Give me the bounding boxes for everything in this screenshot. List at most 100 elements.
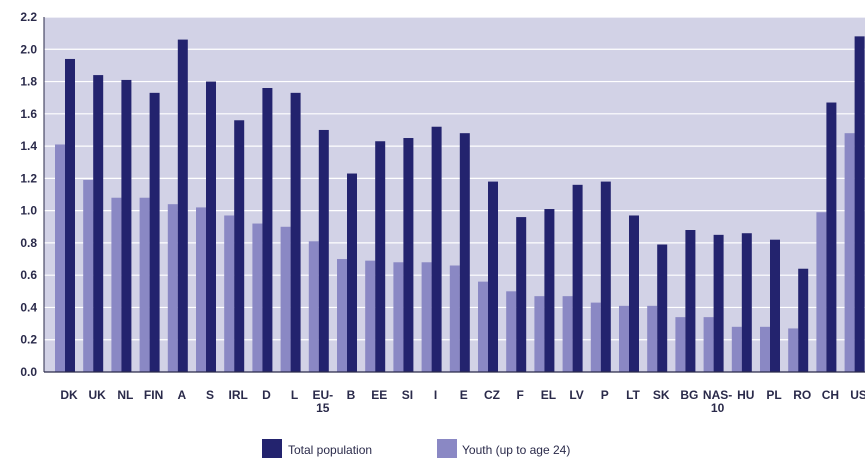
x-tick-label: L: [291, 388, 298, 402]
y-tick-label: 1.4: [20, 139, 37, 153]
bar-youth-cz: [478, 281, 488, 372]
x-tick-label: IRL: [229, 388, 248, 402]
bar-total-hu: [741, 233, 752, 372]
x-tick-label: CZ: [484, 388, 500, 402]
x-tick-label: 15: [316, 401, 330, 415]
x-tick-label: CH: [822, 388, 839, 402]
x-tick-label: F: [517, 388, 524, 402]
x-tick-label: EL: [541, 388, 556, 402]
bar-youth-nl: [111, 197, 122, 372]
bar-total-fin: [149, 92, 160, 372]
bar-total-e: [459, 133, 470, 372]
bar-youth-d: [252, 223, 263, 372]
legend-label-youth: Youth (up to age 24): [462, 443, 570, 457]
bar-total-b: [347, 173, 357, 372]
bar-total-eu-15: [318, 129, 329, 372]
bar-total-sk: [657, 244, 668, 372]
bar-total-i: [431, 126, 442, 373]
legend-swatch-youth: [437, 439, 457, 458]
bar-youth-s: [196, 207, 206, 372]
bar-youth-a: [167, 204, 178, 372]
bars: [55, 36, 865, 373]
legend: Total population Youth (up to age 24): [262, 439, 570, 458]
x-tick-label: SI: [402, 388, 413, 402]
y-tick-label: 0.8: [20, 236, 37, 250]
bar-youth-nas-10: [703, 317, 714, 372]
bar-youth-irl: [224, 215, 235, 372]
y-axis: 0.0 0.2 0.4 0.6 0.8 1.0 1.2 1.4 1.6 1.8 2.0 2.2: [20, 10, 865, 379]
bar-total-d: [262, 88, 273, 372]
legend-label-total: Total population: [288, 443, 372, 457]
bar-total-s: [206, 81, 216, 372]
bar-youth-e: [449, 265, 460, 372]
bar-total-dk: [65, 58, 75, 373]
bar-youth-ch: [816, 212, 827, 372]
x-tick-label: PL: [766, 388, 781, 402]
y-tick-label: 2.2: [20, 10, 37, 24]
bar-youth-lt: [619, 305, 629, 372]
x-tick-label: P: [601, 388, 609, 402]
bar-total-cz: [488, 181, 498, 372]
bar-youth-ro: [788, 328, 799, 372]
bar-total-ch: [826, 102, 837, 372]
x-tick-label: FIN: [144, 388, 163, 402]
bar-total-l: [290, 92, 301, 372]
bar-total-a: [177, 39, 188, 372]
bar-youth-eu-15: [308, 241, 319, 372]
x-tick-label: D: [262, 388, 271, 402]
x-tick-label: 10: [711, 401, 725, 415]
x-tick-label: NL: [117, 388, 133, 402]
bar-youth-bg: [675, 317, 686, 372]
x-tick-label: DK: [60, 388, 78, 402]
bar-total-ee: [375, 141, 386, 372]
x-tick-label: RO: [793, 388, 811, 402]
y-tick-label: 1.2: [20, 171, 37, 185]
bar-youth-dk: [55, 144, 65, 372]
x-tick-label: S: [206, 388, 214, 402]
bar-total-pl: [770, 239, 780, 372]
bar-youth-p: [590, 302, 601, 372]
bar-total-nl: [121, 79, 132, 372]
y-tick-label: 0.0: [20, 365, 37, 379]
x-tick-label: B: [347, 388, 356, 402]
bar-youth-i: [421, 262, 432, 372]
bar-youth-si: [393, 262, 404, 372]
x-tick-label: NAS-: [703, 388, 732, 402]
x-tick-label: A: [177, 388, 186, 402]
x-tick-label: EU-: [312, 388, 333, 402]
x-tick-label: UK: [89, 388, 107, 402]
x-tick-label: E: [460, 388, 468, 402]
bar-youth-sk: [647, 305, 658, 372]
bar-total-el: [544, 209, 555, 372]
bar-youth-f: [506, 291, 517, 372]
bar-total-si: [403, 138, 414, 372]
y-tick-label: 2.0: [20, 42, 37, 56]
x-axis: DK UK NL FIN A S IRL D L EU-15 B EE SI I E CZ F EL LV P LT SK…: [60, 388, 865, 415]
bar-total-us: [854, 36, 865, 372]
x-tick-label: LT: [626, 388, 640, 402]
bar-total-irl: [234, 120, 245, 372]
bar-youth-ee: [365, 260, 376, 372]
bar-youth-l: [280, 226, 291, 372]
x-tick-label: EE: [371, 388, 387, 402]
bar-youth-us: [844, 133, 855, 372]
bar-youth-fin: [139, 197, 150, 372]
x-tick-label: SK: [653, 388, 670, 402]
x-tick-label: US: [850, 388, 865, 402]
bar-youth-b: [337, 259, 347, 372]
bar-youth-uk: [83, 179, 94, 372]
x-tick-label: I: [434, 388, 437, 402]
y-tick-label: 0.4: [20, 300, 37, 314]
x-tick-label: LV: [569, 388, 583, 402]
y-tick-label: 0.2: [20, 333, 37, 347]
bar-total-bg: [685, 230, 696, 372]
legend-swatch-total: [262, 439, 282, 458]
bar-total-ro: [798, 268, 809, 372]
bar-total-uk: [93, 75, 104, 372]
y-tick-label: 1.0: [20, 204, 37, 218]
y-tick-label: 0.6: [20, 268, 37, 282]
bar-total-lt: [629, 215, 639, 372]
x-tick-label: HU: [737, 388, 754, 402]
y-tick-label: 1.6: [20, 107, 37, 121]
